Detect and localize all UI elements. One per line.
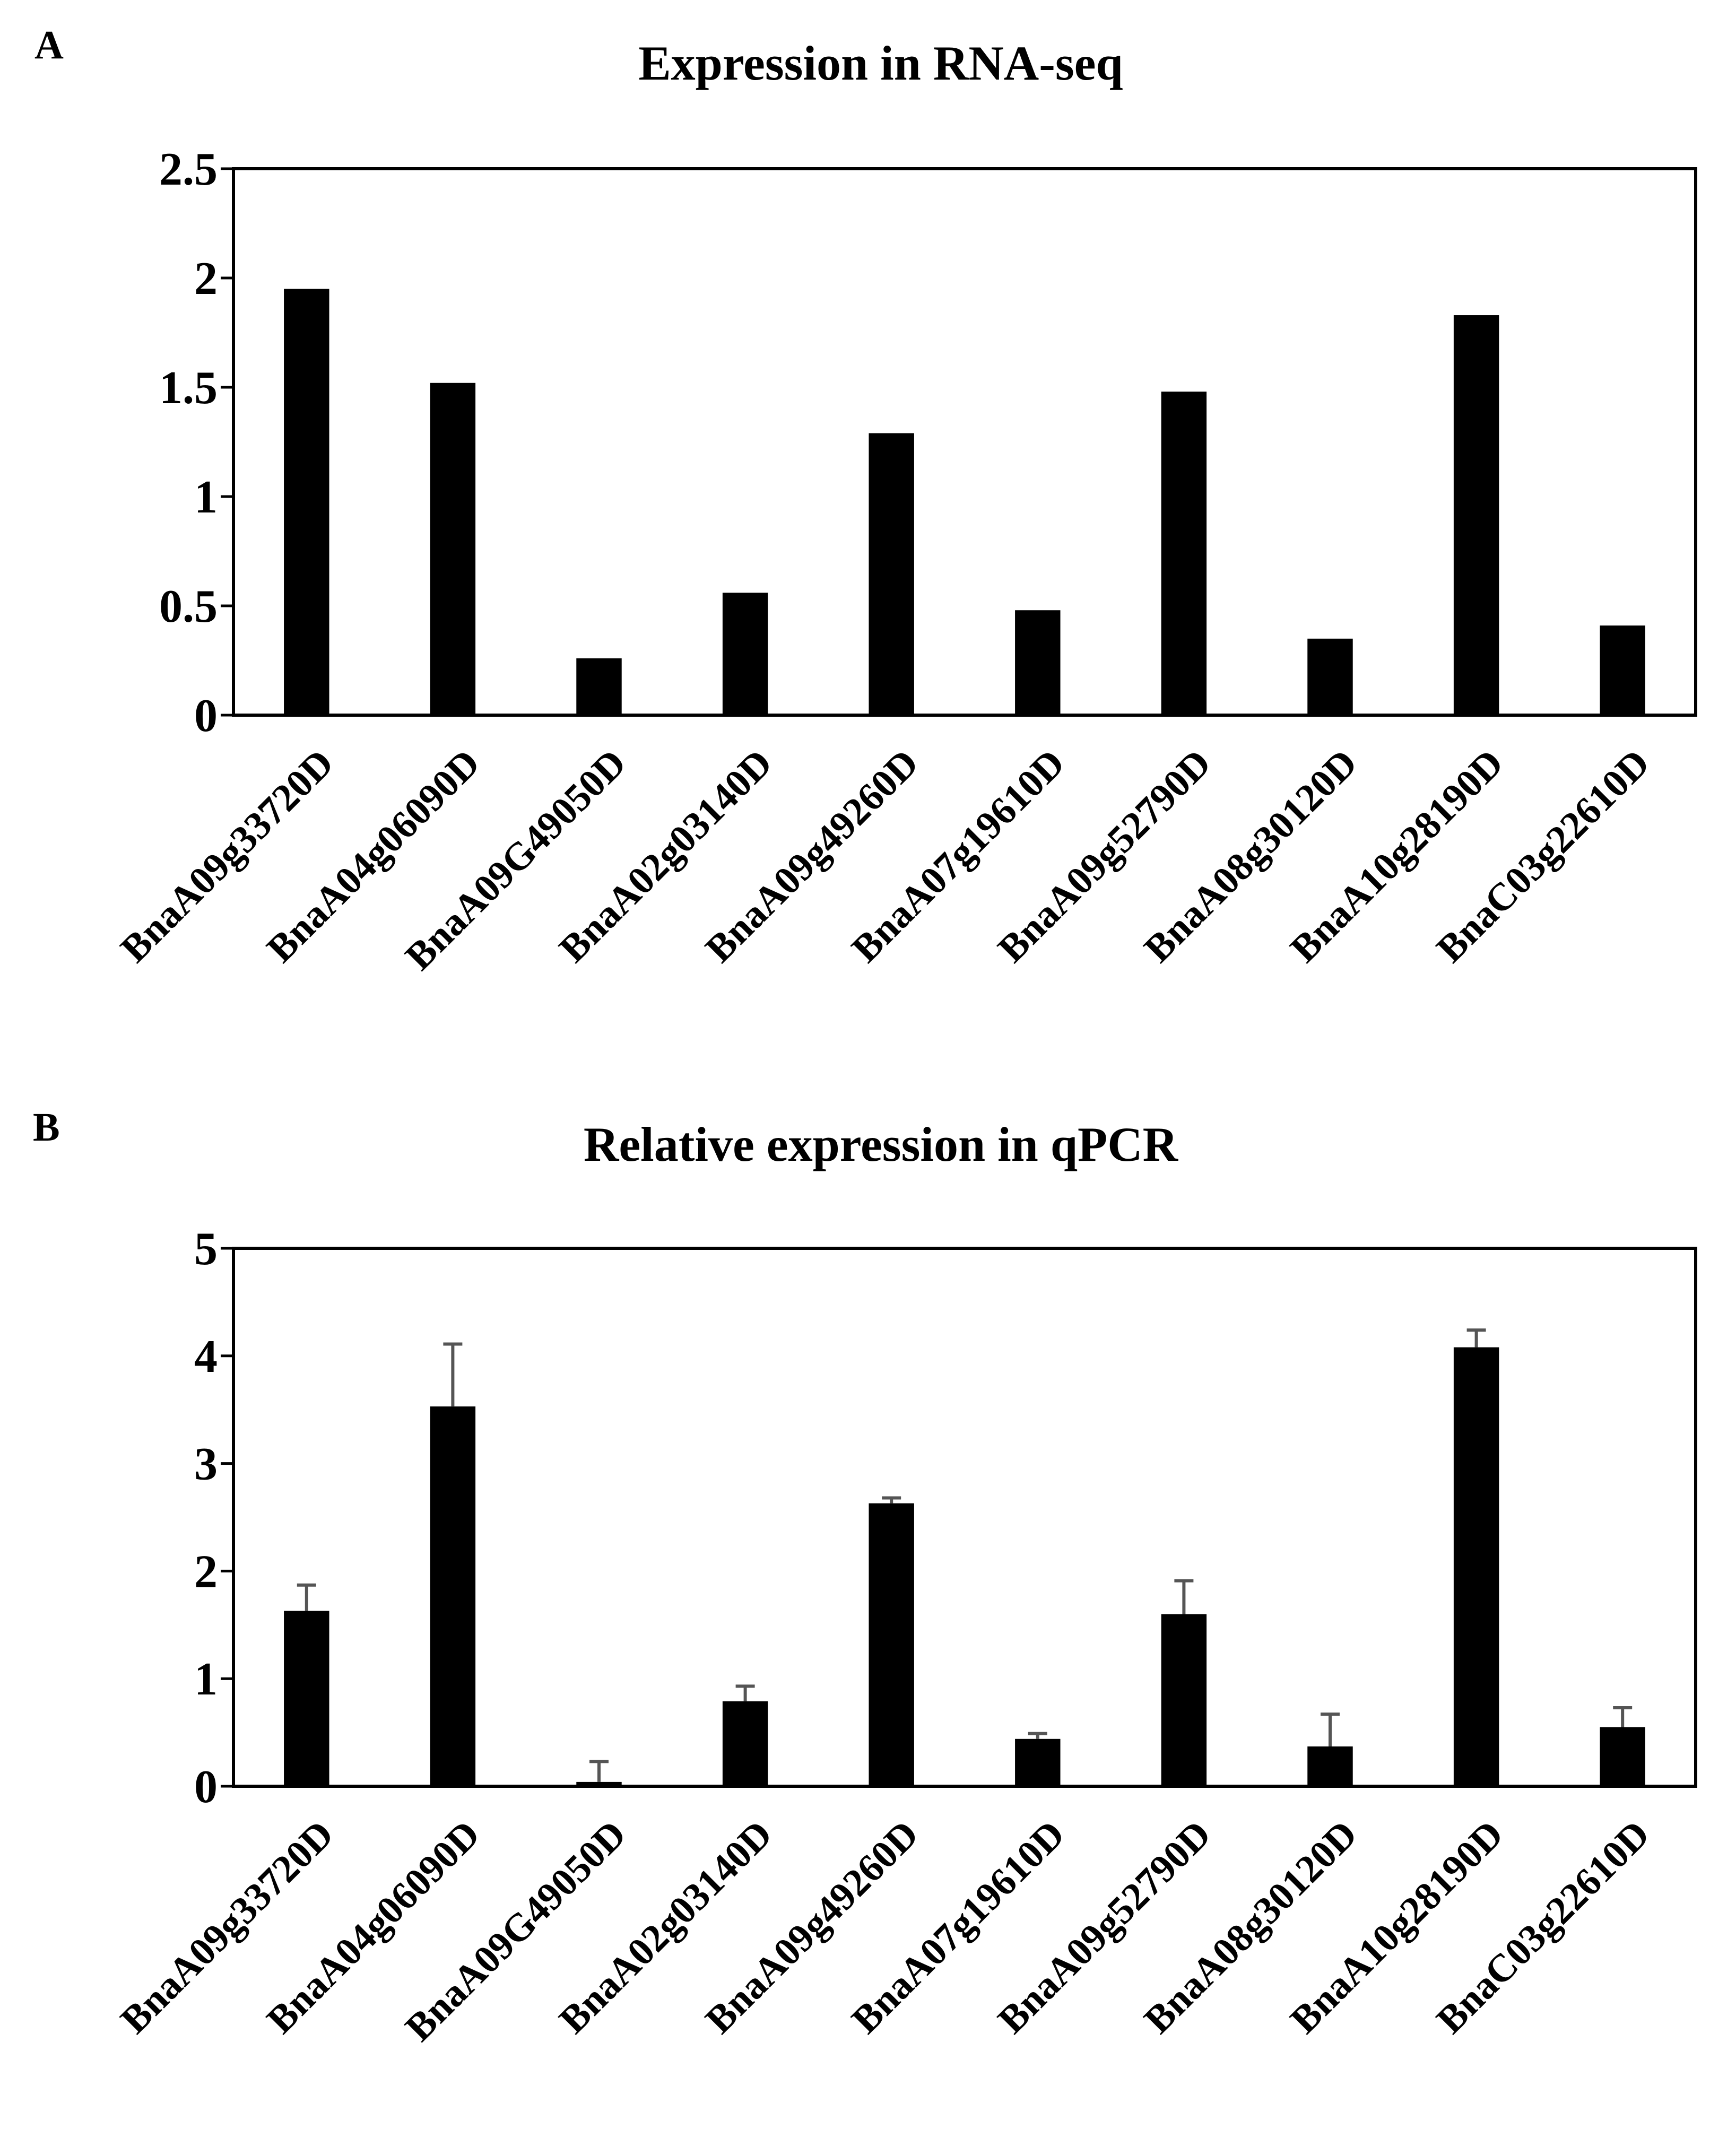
bar-BnaA02g03140D <box>722 593 768 715</box>
bar-BnaA10g28190D <box>1453 1347 1499 1786</box>
plot-area-frame-a <box>232 167 1697 717</box>
y-tick-label: 2 <box>194 1546 218 1597</box>
bar-BnaA02g03140D <box>722 1701 768 1786</box>
plot-area-frame-b <box>232 1247 1697 1788</box>
bars-a <box>284 289 1645 715</box>
bar-BnaA09G49050D <box>576 1781 622 1786</box>
bar-BnaA09g33720D <box>284 1611 329 1786</box>
y-tick-label: 2.5 <box>159 144 218 195</box>
y-tick-label: 2 <box>194 253 218 305</box>
y-tick-label: 4 <box>194 1331 218 1383</box>
bar-BnaA09g52790D <box>1161 392 1207 715</box>
bar-BnaC03g22610D <box>1600 1727 1645 1786</box>
bar-BnaA09g49260D <box>869 433 914 715</box>
chart-title-a: Expression in RNA-seq <box>638 36 1123 90</box>
bar-BnaA08g30120D <box>1307 1746 1353 1786</box>
bar-BnaA09g52790D <box>1161 1614 1207 1786</box>
y-tick-label: 1 <box>194 472 218 523</box>
bar-BnaA07g19610D <box>1015 610 1061 715</box>
y-tick-label: 1 <box>194 1654 218 1705</box>
chart-title-b: Relative expression in qPCR <box>584 1117 1179 1171</box>
y-tick-label: 0 <box>194 1761 218 1813</box>
chart-panel-b: B Relative expression in qPCR 0 1 2 3 4 5 Bna… <box>33 1105 1697 2050</box>
bar-BnaA10g28190D <box>1453 315 1499 715</box>
y-tick-label: 5 <box>194 1223 218 1275</box>
bar-BnaA07g19610D <box>1015 1739 1061 1786</box>
x-tick-labels-a: BnaA09g33720DBnaA04g06090DBnaA09G49050DB… <box>112 741 1658 979</box>
y-tick-labels-a: 0 0.5 1 1.5 2 2.5 <box>159 144 218 742</box>
error-bars-b <box>297 1328 1633 1782</box>
bars-b <box>284 1347 1645 1786</box>
y-tick-label: 0.5 <box>159 581 218 632</box>
bar-BnaA09g33720D <box>284 289 329 715</box>
x-tick-labels-b: BnaA09g33720DBnaA04g06090DBnaA09G49050DB… <box>112 1812 1658 2050</box>
y-tick-marks-a <box>221 167 233 717</box>
bar-BnaA04g06090D <box>430 1406 476 1786</box>
bar-BnaC03g22610D <box>1600 625 1645 715</box>
bar-BnaA09g49260D <box>869 1503 914 1786</box>
y-tick-label: 3 <box>194 1439 218 1490</box>
bar-BnaA08g30120D <box>1307 638 1353 715</box>
bar-BnaA09G49050D <box>576 658 622 715</box>
panel-label-a: A <box>34 23 64 67</box>
bar-BnaA04g06090D <box>430 383 476 715</box>
y-tick-label: 0 <box>194 690 218 742</box>
chart-panel-a: A Expression in RNA-seq 0 0.5 1 1.5 2 2.5 Bna… <box>34 23 1697 979</box>
y-tick-labels-b: 0 1 2 3 4 5 <box>194 1223 218 1813</box>
y-tick-label: 1.5 <box>159 362 218 414</box>
panel-label-b: B <box>33 1105 60 1150</box>
y-tick-marks-b <box>221 1247 233 1788</box>
